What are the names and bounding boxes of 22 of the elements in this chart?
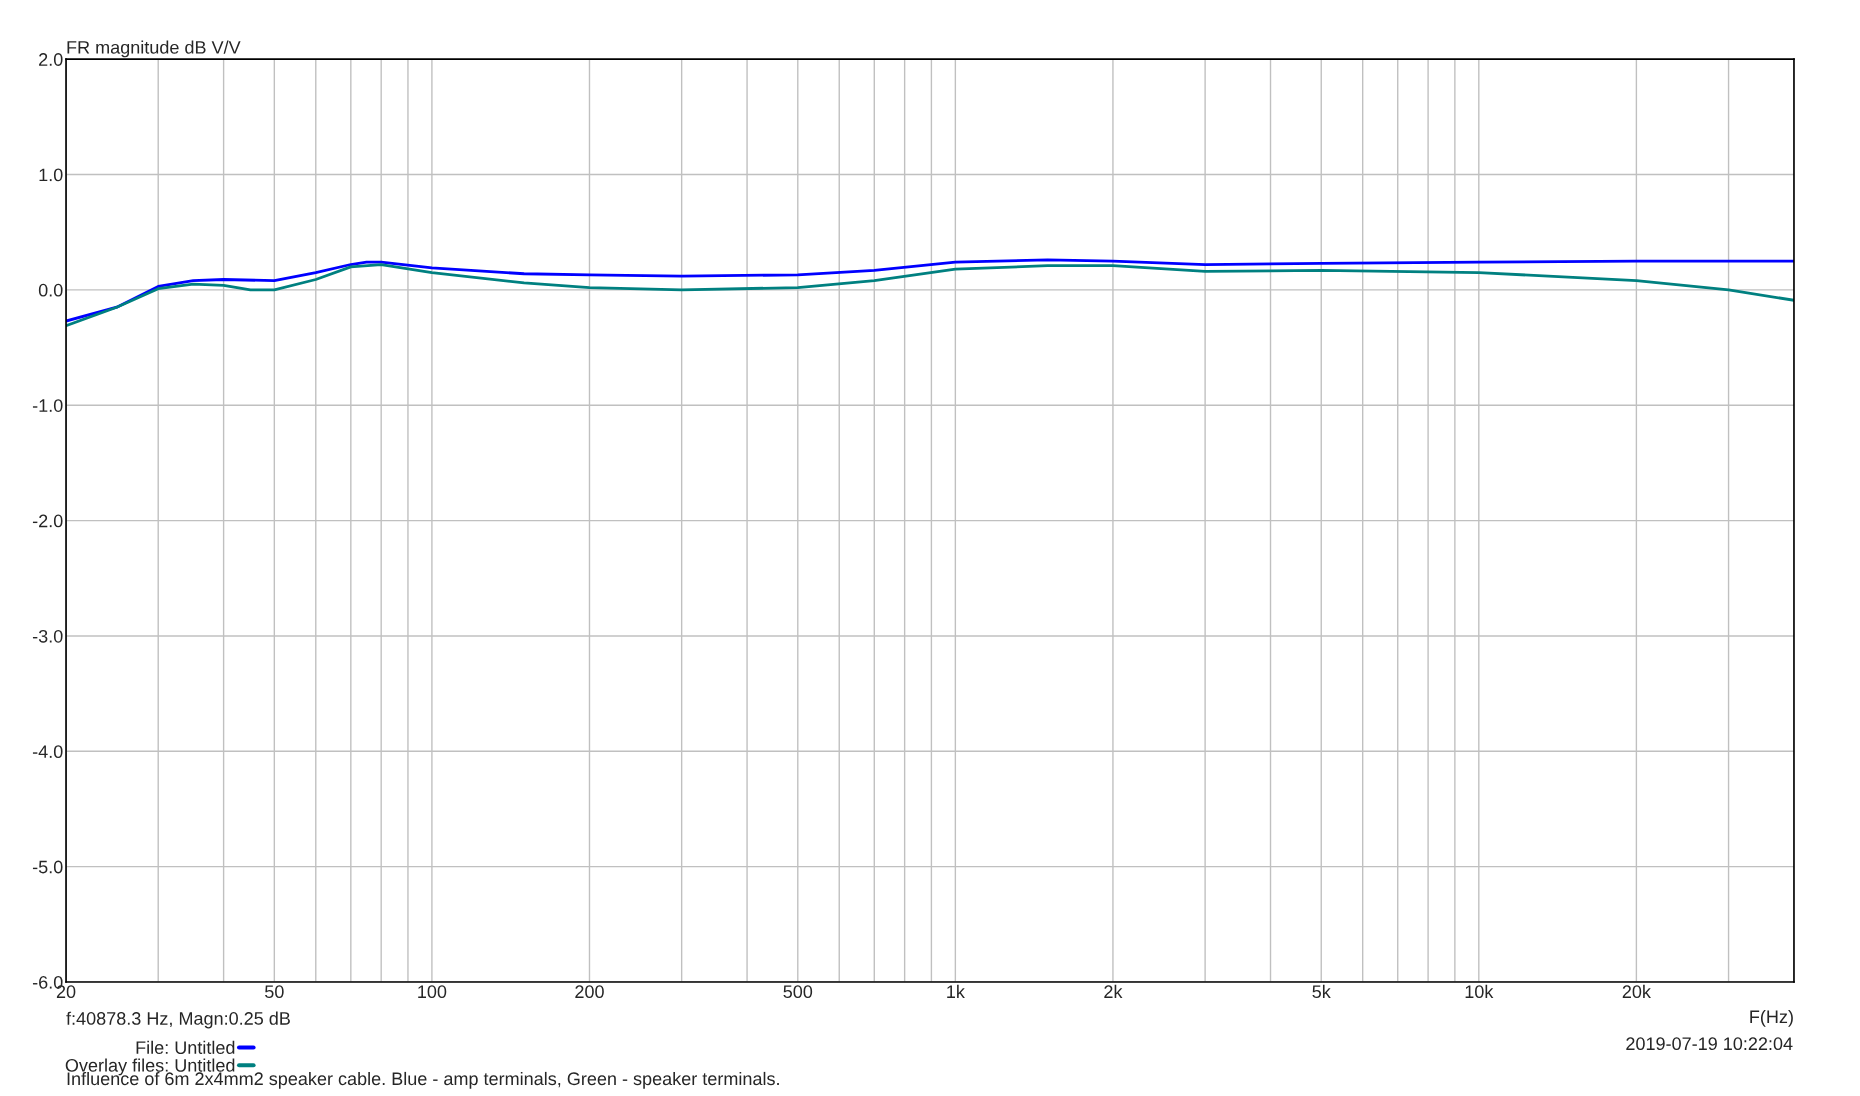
y-tick-label: -4.0 [32,745,63,759]
y-tick-label: -3.0 [32,629,63,643]
x-tick-label: 200 [575,985,604,999]
y-tick-label: 2.0 [39,53,63,66]
x-tick-label: 1k [947,984,965,998]
x-tick-label: 100 [418,985,447,999]
y-tick-label: 1.0 [39,168,63,182]
text: 2019-07-19 10:22:04 [1626,1037,1793,1051]
x-tick-label: 20k [1622,984,1651,999]
y-tick-label: -1.0 [32,399,63,412]
y-tick-label: -5.0 [32,860,63,874]
x-tick-label: 2k [1104,984,1123,998]
text: f:40878.3 Hz, Magn:0.25 dB [66,1011,290,1029]
x-tick-label: 50 [265,985,284,999]
legend-label: File: Untitled [136,1040,235,1055]
x-tick-label: 5k [1312,984,1331,999]
x-axis-title: F(Hz) [1750,1009,1793,1027]
y-axis-title: FR magnitude dB V/V [67,40,241,58]
x-tick-label: 10k [1465,984,1494,999]
y-tick-label: -2.0 [32,514,63,528]
y-tick-label: 0.0 [38,283,63,297]
x-tick-label: 500 [783,985,813,999]
